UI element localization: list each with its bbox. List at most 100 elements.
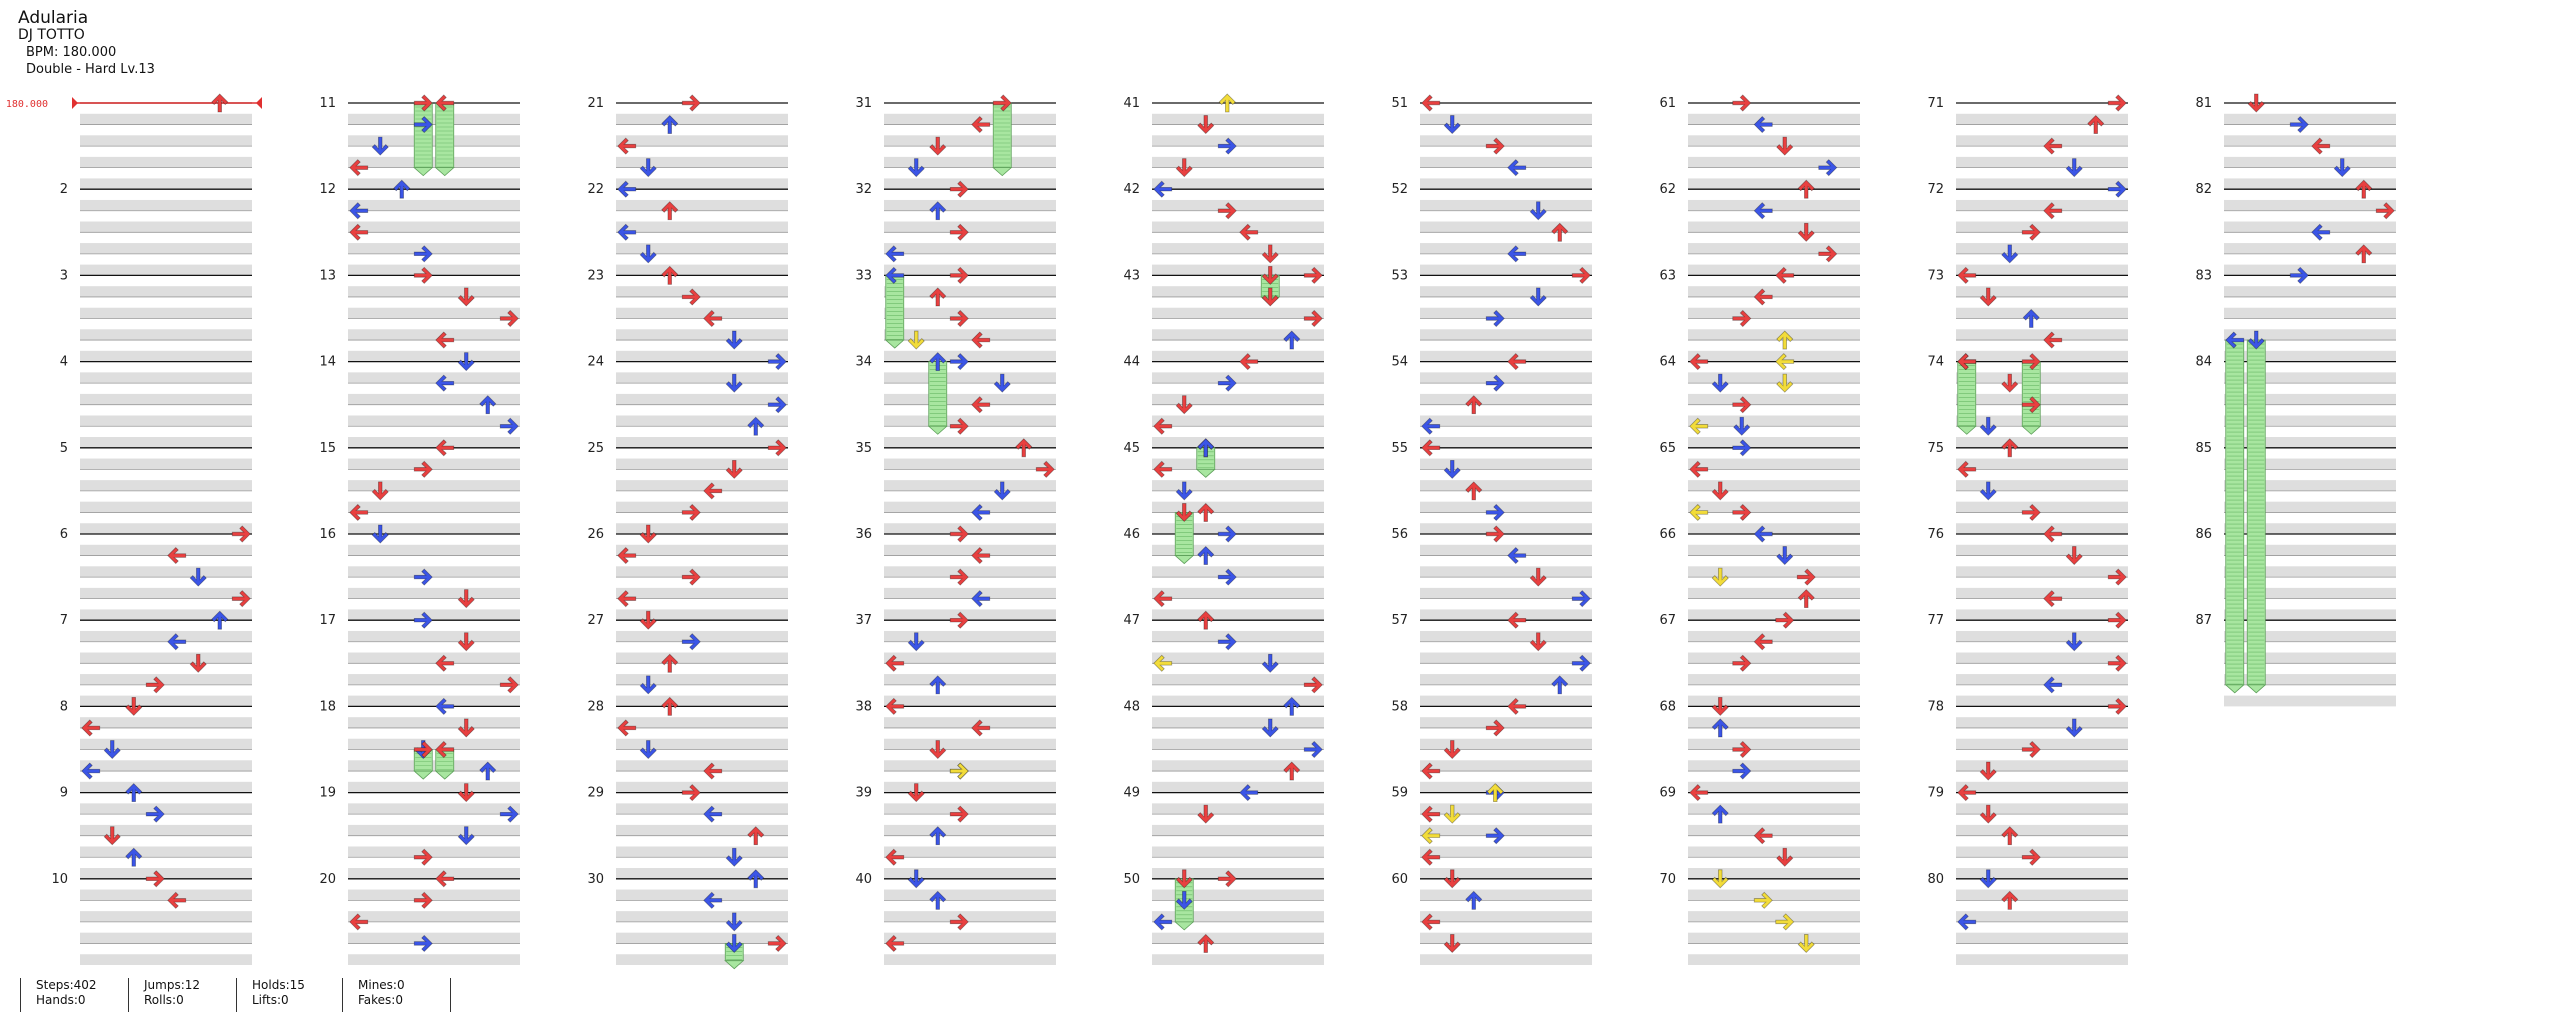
beat-stripe (2224, 221, 2396, 233)
red-left-arrow (971, 115, 991, 134)
beat-stripe (1688, 350, 1860, 362)
beat-stripe (616, 652, 788, 664)
blue-right-arrow (681, 633, 701, 651)
measure-number: 71 (1927, 96, 1944, 111)
measure-number: 46 (1123, 527, 1140, 542)
red-down-arrow (1443, 934, 1461, 954)
hold-tail (434, 167, 455, 177)
beat-stripe (1956, 243, 2128, 254)
beat-stripe (616, 544, 788, 556)
beat-stripe (1688, 113, 1860, 125)
beat-stripe (348, 889, 520, 901)
measure-number: 60 (1391, 872, 1408, 887)
beat-stripe (2224, 113, 2396, 125)
hold-body (2021, 361, 2041, 427)
measure-number: 37 (855, 613, 872, 628)
beat-stripe (616, 113, 788, 125)
blue-down-arrow (2065, 158, 2083, 178)
beat-stripe (348, 437, 520, 448)
measure-number: 84 (2195, 355, 2212, 370)
blue-down-arrow (1733, 416, 1751, 436)
red-left-arrow (1421, 94, 1441, 112)
red-left-arrow (703, 309, 723, 328)
red-right-arrow (2107, 94, 2127, 112)
beat-stripe (80, 803, 252, 815)
beat-stripe (1152, 178, 1324, 190)
blue-up-arrow (1283, 696, 1301, 716)
stat-group-jumps: Jumps:12 Rolls:0 (128, 978, 200, 1012)
beat-stripe (1420, 609, 1592, 621)
measure-number: 13 (319, 268, 336, 283)
blue-down-arrow (457, 826, 475, 846)
yellow-down-arrow (1711, 869, 1729, 889)
red-up-arrow (1197, 610, 1215, 630)
beat-stripe (2224, 609, 2396, 621)
beat-stripe (1956, 437, 2128, 448)
beat-stripe (1956, 587, 2128, 599)
hold-head-arrow (885, 266, 905, 284)
measure-number: 62 (1659, 182, 1676, 197)
beat-stripe (348, 523, 520, 534)
beat-stripe (1420, 781, 1592, 793)
red-right-arrow (1303, 676, 1323, 694)
red-left-arrow (1239, 223, 1259, 241)
red-right-arrow (413, 266, 433, 284)
beat-stripe (1688, 286, 1860, 297)
beat-stripe (884, 889, 1056, 901)
beat-stripe (80, 760, 252, 772)
beat-stripe (1688, 760, 1860, 772)
red-right-arrow (1217, 202, 1237, 220)
hold-tail (413, 770, 434, 780)
red-left-arrow (1689, 460, 1709, 478)
measure-number: 72 (1927, 182, 1944, 197)
red-down-arrow (457, 287, 475, 307)
red-right-arrow (1732, 654, 1752, 672)
beat-stripe (2224, 480, 2396, 491)
red-down-arrow (1529, 632, 1547, 652)
red-left-arrow (349, 223, 369, 241)
yellow-up-arrow (1486, 783, 1504, 802)
beat-stripe (1956, 501, 2128, 513)
beat-stripe (1956, 372, 2128, 384)
red-down-arrow (1979, 804, 1997, 824)
red-up-arrow (2001, 826, 2019, 846)
red-right-arrow (413, 848, 433, 866)
red-left-arrow (971, 396, 991, 414)
yellow-down-arrow (907, 330, 925, 350)
beat-stripe (1956, 846, 2128, 858)
measure-number: 39 (855, 786, 872, 801)
red-right-arrow (1775, 611, 1795, 629)
song-title: Adularia (18, 8, 89, 28)
beat-stripe (616, 954, 788, 965)
red-left-arrow (1957, 353, 1977, 371)
bpm-marker-arrow (72, 97, 78, 109)
blue-left-arrow (2311, 223, 2331, 241)
beat-stripe (1420, 630, 1592, 642)
blue-left-arrow (1507, 159, 1527, 177)
blue-left-arrow (1153, 180, 1173, 198)
red-down-arrow (1175, 395, 1193, 415)
beat-stripe (1956, 523, 2128, 534)
beat-stripe (1152, 652, 1324, 664)
red-right-arrow (681, 568, 701, 586)
red-right-arrow (231, 525, 251, 543)
red-up-arrow (661, 201, 679, 221)
red-left-arrow (1421, 805, 1441, 823)
beat-stripe (1956, 868, 2128, 879)
red-left-arrow (1421, 913, 1441, 931)
beat-stripe (80, 199, 252, 211)
measure-number: 8 (60, 699, 68, 714)
beat-stripe (1688, 501, 1860, 513)
beat-stripe (1152, 264, 1324, 276)
red-left-arrow (2043, 525, 2063, 543)
blue-down-arrow (2065, 718, 2083, 738)
beat-stripe (884, 372, 1056, 384)
hold-head-arrow (413, 94, 433, 112)
beat-stripe (80, 544, 252, 556)
beat-stripe (884, 717, 1056, 728)
measure-number: 16 (319, 527, 336, 542)
blue-down-arrow (1776, 546, 1794, 566)
beat-stripe (348, 372, 520, 384)
measure-number: 23 (587, 268, 604, 283)
measure-number: 26 (587, 527, 604, 542)
